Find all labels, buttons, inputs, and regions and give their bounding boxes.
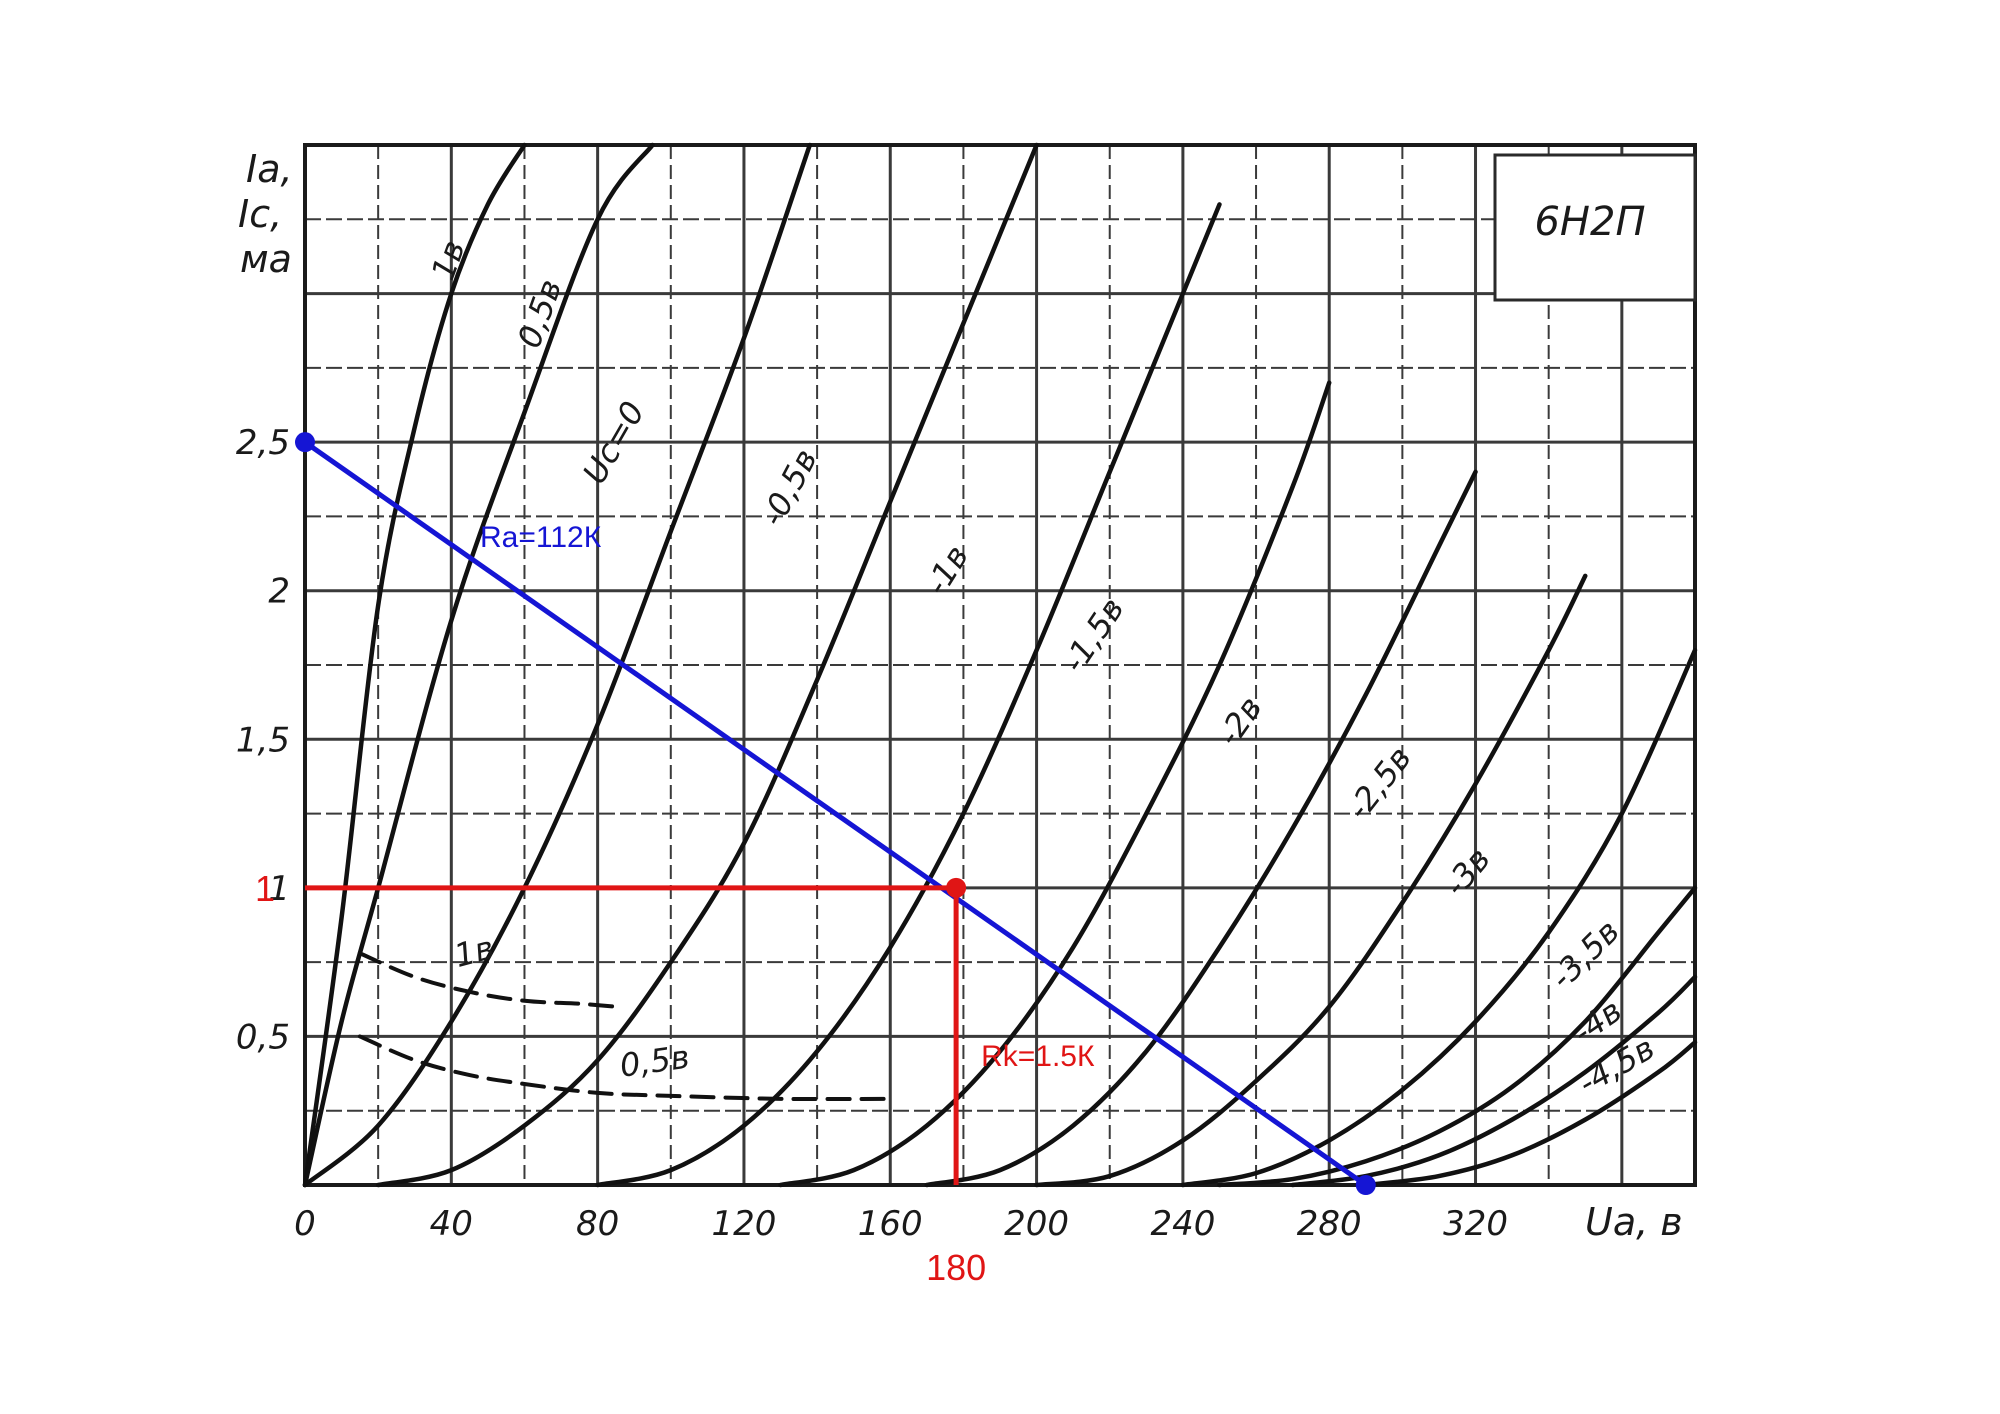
chart-title: 6Н2П bbox=[1534, 199, 1645, 245]
grid-current-curve bbox=[357, 951, 618, 1009]
y-axis-title-line-2: Iс, bbox=[238, 192, 282, 236]
anode-current-curve bbox=[302, 142, 655, 1188]
operating-point-overlay: Ra=112К 1 180 Rk=1.5К bbox=[255, 432, 1376, 1288]
x-axis-title: Uа, в bbox=[1585, 1200, 1683, 1244]
anode-current-curve bbox=[924, 469, 1478, 1188]
x-tick-label: 120 bbox=[711, 1204, 776, 1244]
y-tick-label: 1 bbox=[268, 869, 290, 909]
y-tick-label: 2 bbox=[268, 572, 290, 612]
y-tick-label: 0,5 bbox=[236, 1017, 290, 1057]
y-tick-label: 2,5 bbox=[236, 423, 290, 463]
x-tick-label: 280 bbox=[1297, 1204, 1362, 1244]
curves bbox=[302, 142, 1698, 1188]
x-tick-label: 40 bbox=[430, 1204, 473, 1244]
x-tick-label: 160 bbox=[858, 1204, 923, 1244]
anode-current-curve bbox=[778, 380, 1332, 1188]
y-tick-label: 1,5 bbox=[236, 720, 290, 760]
cathode-resistor-label: Rk=1.5К bbox=[981, 1040, 1095, 1073]
anode-current-curve bbox=[302, 142, 527, 1188]
title-frame bbox=[1493, 153, 1697, 302]
y-axis-title-line-1: Iа, bbox=[246, 147, 293, 191]
anode-current-curve bbox=[1363, 1040, 1698, 1188]
anode-current-curve bbox=[595, 202, 1222, 1188]
anode-current-curve bbox=[1180, 647, 1698, 1188]
x-tick-label: 320 bbox=[1443, 1204, 1508, 1244]
title-box: 6Н2П bbox=[1493, 153, 1697, 302]
load-line-label: Ra=112К bbox=[480, 521, 602, 554]
operating-current-label: 1 bbox=[255, 868, 275, 909]
anode-current-curve bbox=[1034, 573, 1588, 1188]
tick-labels: 0 40 80 120 160 200 240 280 320 0,5 1 1,5 2 2,5 bbox=[236, 423, 1508, 1244]
x-tick-label: 200 bbox=[1004, 1204, 1069, 1244]
anode-current-curve bbox=[375, 142, 1039, 1188]
x-tick-label: 240 bbox=[1150, 1204, 1215, 1244]
load-line-end-marker bbox=[1355, 1175, 1376, 1195]
operating-point-marker bbox=[946, 877, 967, 898]
load-line bbox=[303, 440, 1368, 1188]
plot-frame bbox=[303, 143, 1697, 1187]
x-tick-label: 80 bbox=[576, 1204, 619, 1244]
load-line-start-marker bbox=[295, 432, 315, 453]
grid-current-curve bbox=[357, 1034, 893, 1102]
operating-voltage-label: 180 bbox=[926, 1247, 986, 1288]
y-axis-title-line-3: ма bbox=[240, 237, 292, 281]
anode-current-curve bbox=[1217, 885, 1698, 1188]
y-axis-title: Iа, Iс, ма bbox=[238, 147, 293, 281]
anode-current-curve bbox=[302, 142, 813, 1188]
x-tick-label: 0 bbox=[294, 1204, 316, 1244]
